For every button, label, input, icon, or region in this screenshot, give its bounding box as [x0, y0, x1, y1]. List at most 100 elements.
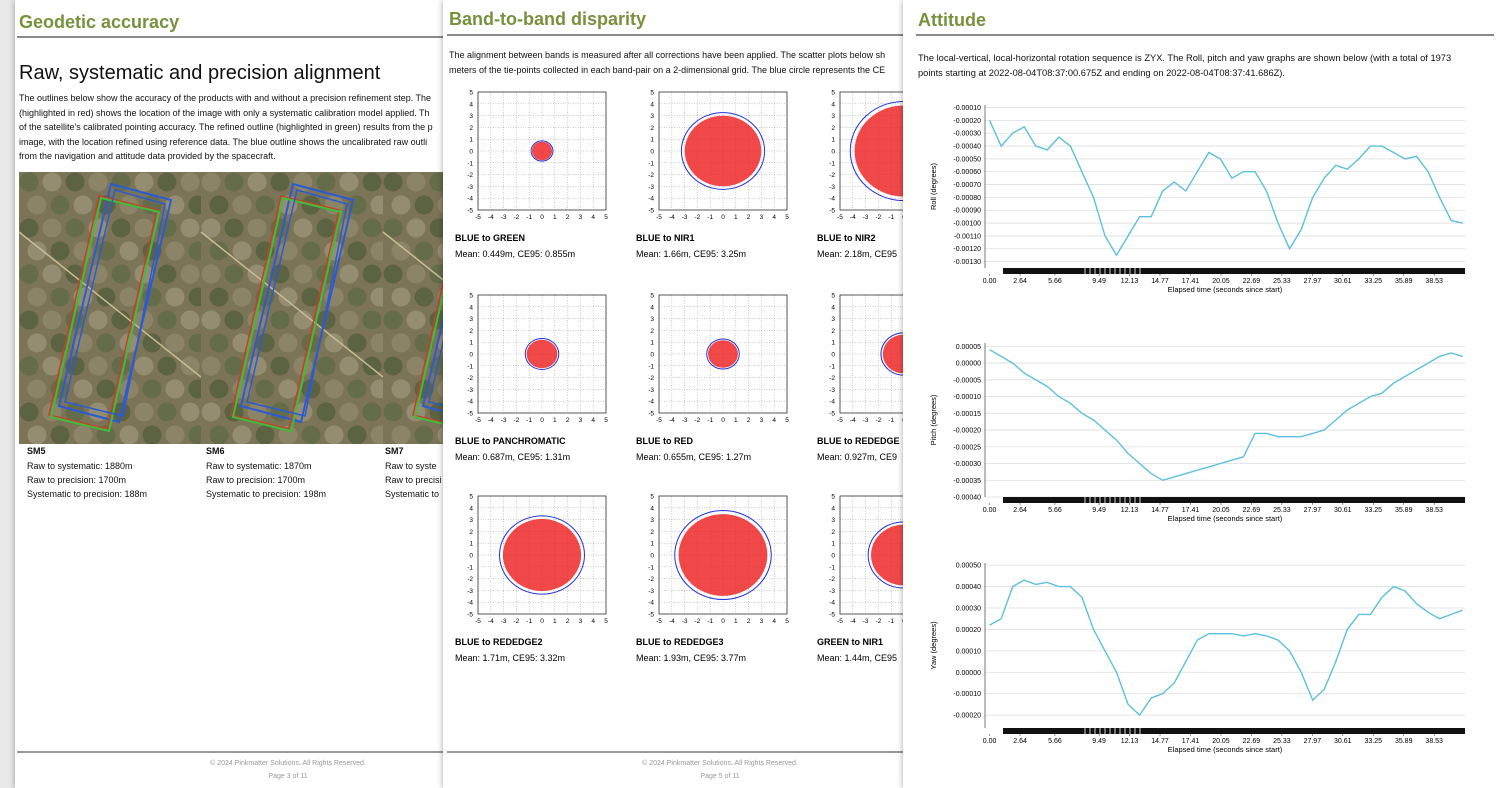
field [180, 356, 200, 376]
x-tick-label: 2 [747, 214, 751, 221]
y-tick-label: -3 [829, 588, 835, 595]
x-tick-label: 38.53 [1425, 738, 1443, 745]
x-tick-label: 35.89 [1395, 738, 1413, 745]
x-tick-label: 2.64 [1013, 278, 1027, 285]
y-tick-label: 4 [650, 304, 654, 311]
y-tick-label: 1 [831, 541, 835, 548]
y-tick-label: -0.00080 [953, 195, 981, 202]
x-tick-label: -4 [850, 214, 856, 221]
field [165, 287, 185, 307]
field [42, 172, 62, 192]
x-tick-label: 35.89 [1395, 278, 1413, 285]
x-tick-label: 38.53 [1425, 278, 1443, 285]
y-tick-label: 4 [831, 505, 835, 512]
x-tick-label: 2 [747, 417, 751, 424]
x-tick-label: -4 [488, 618, 494, 625]
x-axis-label: Elapsed time (seconds since start) [1168, 514, 1283, 523]
y-tick-label: 2 [650, 328, 654, 335]
field [157, 218, 177, 238]
field [209, 195, 229, 215]
field [19, 218, 39, 238]
field [362, 264, 382, 284]
y-tick-label: 5 [650, 494, 654, 501]
tie-point-cloud [526, 339, 558, 369]
y-tick-label: 0 [831, 553, 835, 560]
y-tick-label: 0 [650, 149, 654, 156]
raw-outline [246, 189, 348, 417]
field [255, 195, 275, 215]
field [209, 425, 229, 444]
y-tick-label: -1 [467, 363, 473, 370]
image-tile [19, 172, 208, 444]
rule [916, 34, 1494, 36]
field [65, 218, 85, 238]
field [27, 333, 47, 353]
y-tick-label: 3 [469, 316, 473, 323]
x-tick-label: 12.13 [1121, 738, 1139, 745]
line-series [988, 120, 1463, 257]
y-tick-label: 0.00000 [956, 361, 981, 368]
x-tick-label: 3 [579, 417, 583, 424]
field [201, 264, 221, 284]
field [42, 356, 62, 376]
y-tick-label: -0.00030 [953, 461, 981, 468]
x-tick-label: -4 [669, 417, 675, 424]
field [232, 241, 252, 261]
field [209, 333, 229, 353]
field [50, 241, 70, 261]
x-tick-label: 17.41 [1182, 507, 1200, 514]
field [73, 379, 93, 399]
page-number: Page 3 of 11 [268, 773, 308, 780]
field [42, 218, 62, 238]
x-tick-label: 20.05 [1212, 507, 1230, 514]
y-tick-label: -0.00040 [953, 144, 981, 151]
field [255, 425, 275, 444]
y-tick-label: 3 [831, 113, 835, 120]
field [391, 195, 411, 215]
sensor-line: Raw to systematic: 1870m [206, 461, 312, 471]
field [88, 172, 108, 192]
x-tick-label: -4 [669, 214, 675, 221]
x-tick-label: 5 [785, 417, 789, 424]
field [73, 333, 93, 353]
x-tick-label: -4 [669, 618, 675, 625]
field [224, 172, 244, 192]
field [301, 287, 321, 307]
field [391, 425, 411, 444]
y-tick-label: -0.00025 [953, 444, 981, 451]
paragraph: The local-vertical, local-horizontal rot… [918, 51, 1451, 80]
y-tick-label: -2 [648, 576, 654, 583]
x-tick-label: 2 [566, 417, 570, 424]
field [347, 287, 367, 307]
field [27, 379, 47, 399]
y-tick-label: -3 [829, 184, 835, 191]
page-title: Geodetic accuracy [19, 12, 180, 32]
field [111, 310, 131, 330]
sensor-line: Raw to precisi [385, 475, 442, 485]
y-tick-label: -5 [467, 411, 473, 418]
field [232, 425, 252, 444]
sensor-line: Raw to syste [385, 461, 437, 471]
x-tick-label: 12.13 [1121, 507, 1139, 514]
x-tick-label: 2.64 [1013, 738, 1027, 745]
field [111, 172, 131, 192]
field [362, 356, 382, 376]
field [88, 264, 108, 284]
systematic-outline [48, 195, 158, 430]
field [50, 287, 70, 307]
y-tick-label: -5 [648, 411, 654, 418]
y-tick-label: 1 [650, 137, 654, 144]
terrain [19, 172, 201, 444]
plot-caption: Mean: 1.93m, CE95: 3.77m [636, 653, 746, 663]
field [50, 195, 70, 215]
x-tick-label: 33.25 [1365, 507, 1383, 514]
x-tick-label: 25.33 [1273, 278, 1291, 285]
y-tick-label: -0.00010 [953, 394, 981, 401]
y-tick-label: 4 [831, 101, 835, 108]
page-number: Page 5 of 11 [700, 773, 740, 780]
y-tick-label: 1 [650, 340, 654, 347]
y-tick-label: 4 [469, 101, 473, 108]
field [293, 264, 313, 284]
x-tick-label: 14.77 [1151, 507, 1169, 514]
field [339, 172, 359, 192]
